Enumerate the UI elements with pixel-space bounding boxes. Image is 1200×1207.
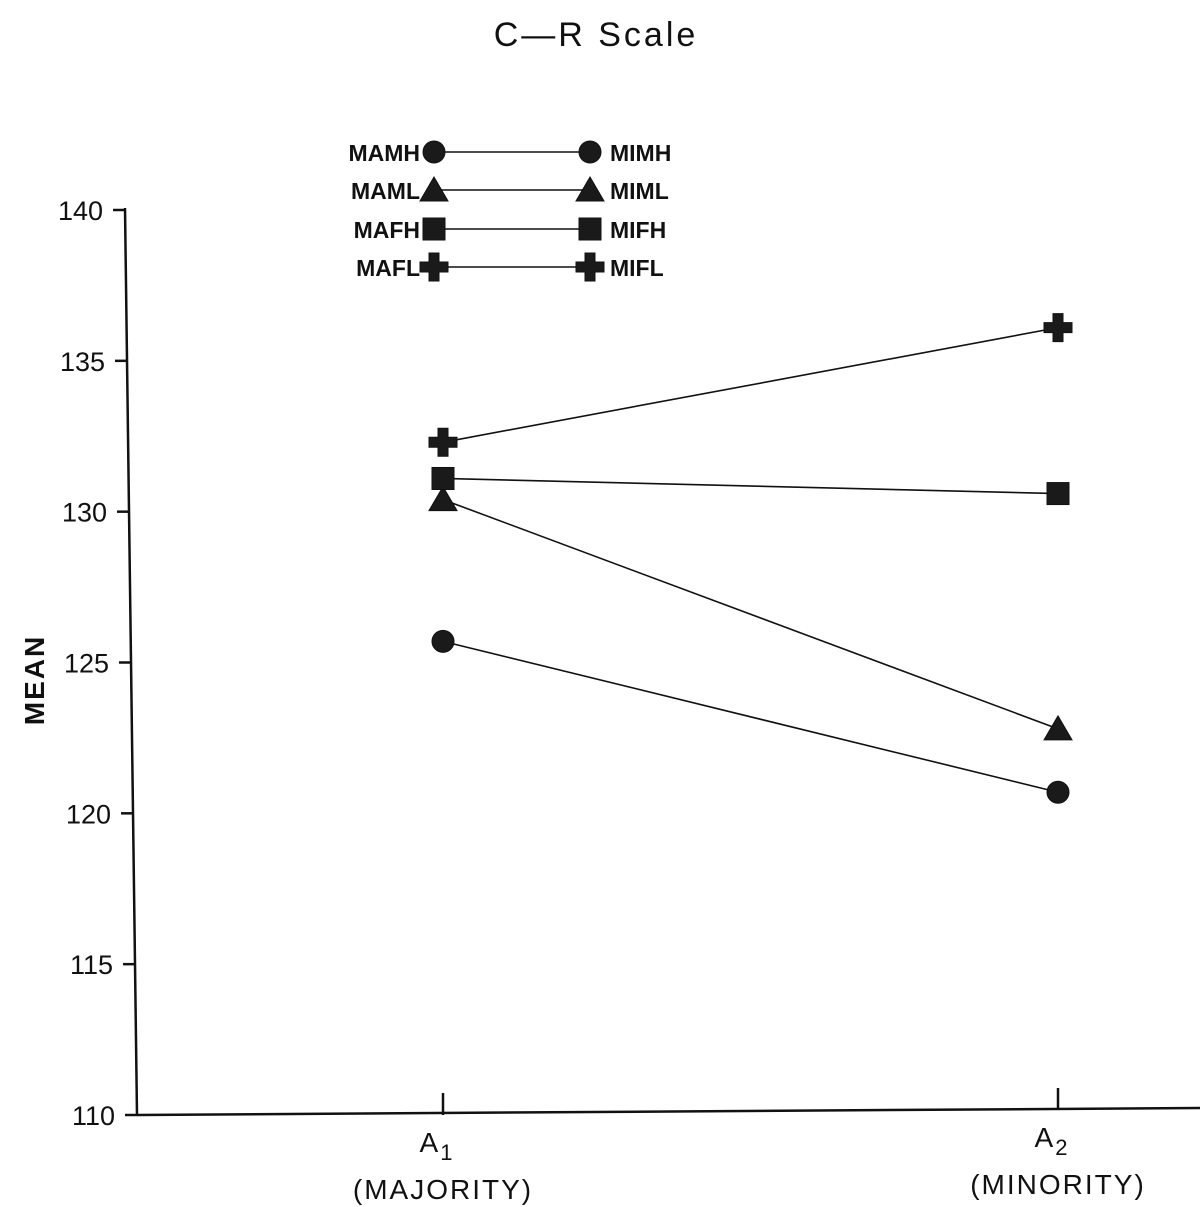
legend-label-right: MIMH — [610, 140, 671, 166]
legend: MAMH MIMH MAML MIML MAFH MIFH MAFL MIFL — [348, 140, 671, 282]
data-point-maml — [428, 485, 458, 512]
y-tick-label: 120 — [66, 799, 111, 829]
legend-marker — [578, 217, 602, 241]
series-line-mamh — [442, 640, 1059, 793]
legend-label-right: MIML — [610, 178, 669, 204]
x-axis — [136, 1106, 1200, 1117]
legend-label-left: MAML — [351, 178, 420, 204]
legend-marker — [422, 217, 446, 241]
legend-label-right: MIFL — [610, 255, 664, 281]
data-point-mamh — [1046, 780, 1070, 804]
x-category-desc: (MAJORITY) — [353, 1174, 533, 1205]
y-tick-label: 125 — [64, 649, 109, 679]
data-point-mafh — [1046, 482, 1070, 506]
legend-label-left: MAMH — [348, 140, 420, 166]
y-ticks: 110 115 120 125 130 135 140 — [58, 196, 137, 1131]
data-point-mafh — [431, 466, 455, 490]
series-line-maml — [442, 498, 1059, 730]
legend-label-left: MAFH — [354, 217, 420, 243]
data-point-mafl — [428, 427, 458, 457]
legend-marker — [422, 140, 446, 164]
data-point-mafl — [1043, 313, 1073, 343]
series-line-mafl — [442, 326, 1059, 444]
legend-label-left: MAFL — [356, 255, 420, 281]
legend-marker — [575, 176, 605, 202]
y-tick-label: 130 — [62, 498, 107, 528]
y-tick-label: 135 — [60, 347, 105, 377]
series-line-mafh — [442, 477, 1059, 495]
legend-marker — [419, 252, 449, 282]
legend-marker — [419, 176, 449, 202]
x-category-desc: (MINORITY) — [970, 1169, 1146, 1200]
y-tick-label: 110 — [72, 1101, 115, 1131]
x-category-label: A2 — [1035, 1122, 1070, 1160]
legend-marker — [578, 140, 602, 164]
y-axis-label: MEAN — [19, 635, 50, 725]
x-categories: A1 (MAJORITY) A2 (MINORITY) — [353, 1088, 1146, 1205]
series-lines — [442, 326, 1059, 793]
data-point-maml — [1043, 714, 1073, 741]
y-tick-label: 115 — [70, 950, 113, 980]
legend-marker — [575, 252, 605, 282]
data-point-mamh — [431, 629, 455, 653]
y-tick-label: 140 — [58, 196, 103, 226]
data-points — [428, 313, 1073, 804]
chart-title: C—R Scale — [494, 16, 699, 54]
x-category-label: A1 — [420, 1127, 455, 1165]
legend-label-right: MIFH — [610, 217, 666, 243]
